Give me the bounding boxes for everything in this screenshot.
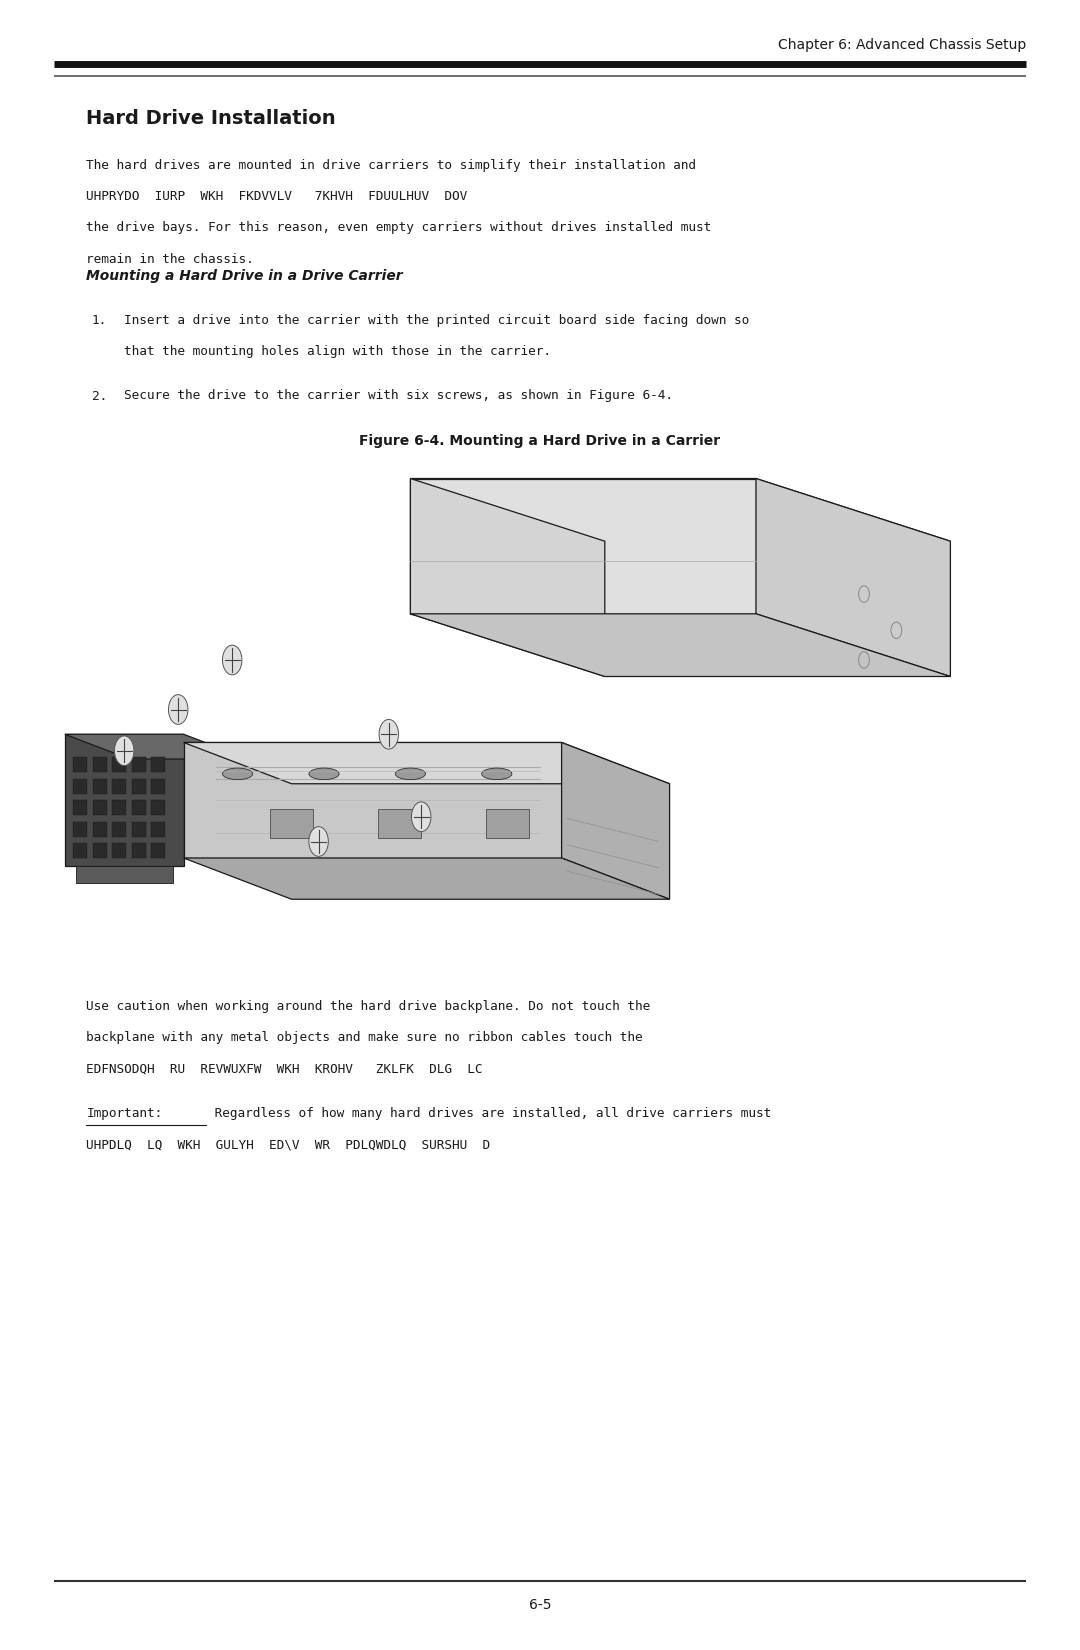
Text: Use caution when working around the hard drive backplane. Do not touch the: Use caution when working around the hard… [86,1000,650,1013]
Text: Secure the drive to the carrier with six screws, as shown in Figure 6-4.: Secure the drive to the carrier with six… [124,389,673,403]
Bar [151,843,165,858]
Polygon shape [184,742,670,784]
Polygon shape [410,478,756,614]
Text: Insert a drive into the carrier with the printed circuit board side facing down : Insert a drive into the carrier with the… [124,314,750,327]
Polygon shape [756,478,950,676]
Circle shape [168,695,188,724]
Bar [93,757,107,772]
Text: UHPDLQ  LQ  WKH  GULYH  ED\V  WR  PDLQWDLQ  SURSHU  D: UHPDLQ LQ WKH GULYH ED\V WR PDLQWDLQ SUR… [86,1138,490,1152]
Bar [73,779,87,794]
Bar [112,757,126,772]
Bar [73,757,87,772]
Bar [151,800,165,815]
Text: Regardless of how many hard drives are installed, all drive carriers must: Regardless of how many hard drives are i… [207,1107,771,1120]
Bar [93,800,107,815]
Bar [73,822,87,837]
Polygon shape [410,614,950,676]
Bar [378,808,421,838]
Polygon shape [410,478,950,541]
Polygon shape [184,858,670,899]
Bar [270,808,313,838]
Bar [151,757,165,772]
Ellipse shape [482,767,512,779]
Bar [112,779,126,794]
Polygon shape [410,478,605,676]
Text: The hard drives are mounted in drive carriers to simplify their installation and: The hard drives are mounted in drive car… [86,158,697,172]
Bar [486,808,529,838]
Text: Mounting a Hard Drive in a Drive Carrier: Mounting a Hard Drive in a Drive Carrier [86,269,403,282]
Bar [112,800,126,815]
Text: EDFNSODQH  RU  REVWUXFW  WKH  KROHV   ZKLFK  DLG  LC: EDFNSODQH RU REVWUXFW WKH KROHV ZKLFK DL… [86,1063,483,1076]
Text: 6-5: 6-5 [529,1599,551,1612]
Ellipse shape [395,767,426,779]
Circle shape [379,719,399,749]
Text: Figure 6-4. Mounting a Hard Drive in a Carrier: Figure 6-4. Mounting a Hard Drive in a C… [360,434,720,447]
Bar [151,822,165,837]
Bar [132,822,146,837]
Bar [151,779,165,794]
Bar [132,800,146,815]
Text: UHPRYDO  IURP  WKH  FKDVVLV   7KHVH  FDUULHUV  DOV: UHPRYDO IURP WKH FKDVVLV 7KHVH FDUULHUV … [86,190,468,203]
Text: Important:: Important: [86,1107,163,1120]
Bar [132,843,146,858]
Polygon shape [65,734,248,759]
Bar [112,822,126,837]
Text: Chapter 6: Advanced Chassis Setup: Chapter 6: Advanced Chassis Setup [778,38,1026,51]
Circle shape [114,736,134,766]
Circle shape [222,645,242,675]
Bar [93,779,107,794]
Text: 1.: 1. [92,314,107,327]
Bar [132,757,146,772]
Text: the drive bays. For this reason, even empty carriers without drives installed mu: the drive bays. For this reason, even em… [86,221,712,234]
Text: 2.: 2. [92,389,107,403]
Polygon shape [76,866,173,883]
Text: backplane with any metal objects and make sure no ribbon cables touch the: backplane with any metal objects and mak… [86,1031,643,1044]
Bar [132,779,146,794]
Bar [93,822,107,837]
Bar [112,843,126,858]
Text: Hard Drive Installation: Hard Drive Installation [86,109,336,129]
Text: remain in the chassis.: remain in the chassis. [86,252,254,266]
Polygon shape [65,734,184,866]
Circle shape [309,827,328,856]
Ellipse shape [309,767,339,779]
Bar [93,843,107,858]
Bar [73,800,87,815]
Text: that the mounting holes align with those in the carrier.: that the mounting holes align with those… [124,345,551,358]
Polygon shape [184,742,562,858]
Bar [73,843,87,858]
Polygon shape [562,742,670,899]
Ellipse shape [222,767,253,779]
Circle shape [411,802,431,832]
